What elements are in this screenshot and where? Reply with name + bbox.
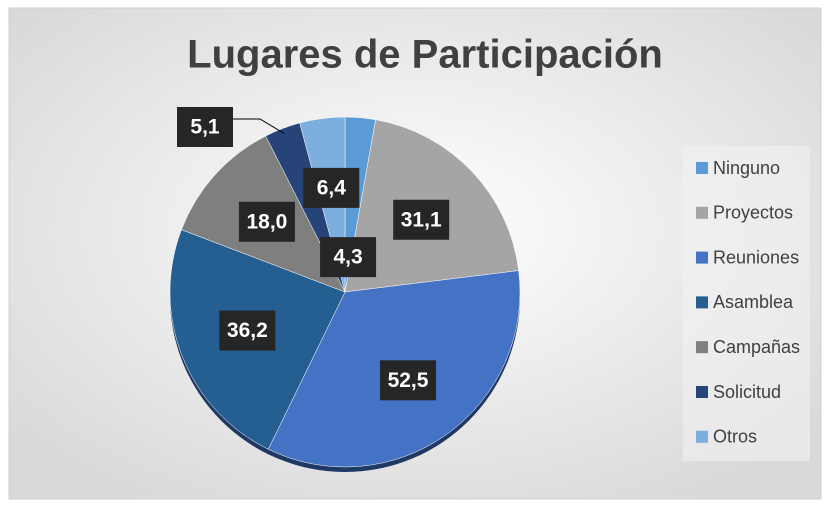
data-label: 6,4 <box>317 176 347 199</box>
legend-label: Reuniones <box>713 247 799 267</box>
data-label: 4,3 <box>333 246 362 269</box>
data-label: 52,5 <box>388 369 429 392</box>
legend-label: Campañas <box>713 337 800 357</box>
legend-swatch <box>696 206 708 219</box>
data-label-box <box>303 167 360 208</box>
legend-swatch <box>696 386 708 398</box>
data-label-box <box>320 237 377 278</box>
data-label: 5,1 <box>190 116 220 139</box>
data-label-box <box>393 199 450 240</box>
legend-label: Proyectos <box>713 203 793 223</box>
legend-swatch <box>696 341 708 354</box>
legend-label: Asamblea <box>713 292 794 312</box>
data-label-box <box>380 360 437 401</box>
chart-title: Lugares de Participación <box>187 33 663 77</box>
legend-swatch <box>696 296 708 309</box>
leader-line <box>233 118 285 134</box>
data-label-box <box>177 107 233 147</box>
legend-label: Solicitud <box>713 382 781 402</box>
data-label: 31,1 <box>401 208 442 231</box>
data-label: 18,0 <box>246 210 287 233</box>
data-label-box <box>238 201 295 242</box>
legend-label: Otros <box>713 427 757 447</box>
data-label: 36,2 <box>227 319 268 342</box>
legend-label: Ninguno <box>713 158 780 178</box>
legend-swatch <box>696 430 708 443</box>
data-label-box <box>219 310 276 351</box>
legend-swatch <box>696 251 708 264</box>
legend-swatch <box>696 162 708 174</box>
